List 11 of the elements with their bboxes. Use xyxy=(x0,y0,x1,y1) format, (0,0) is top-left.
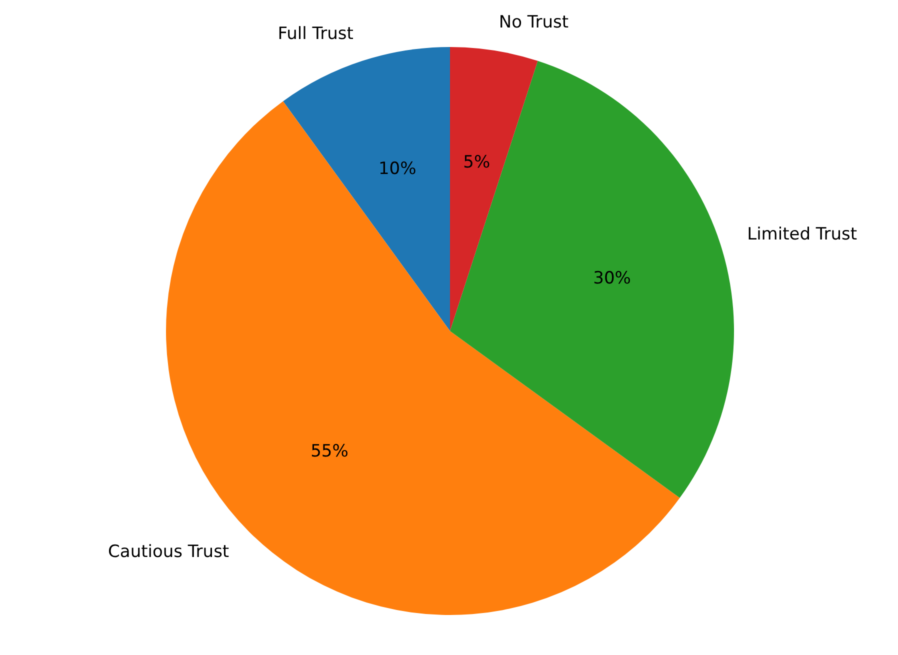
slice-label: No Trust xyxy=(498,12,569,32)
slice-label: Limited Trust xyxy=(747,224,858,244)
pie-slice xyxy=(283,47,450,331)
data-label: 55% xyxy=(310,441,348,462)
pie-slice xyxy=(450,47,538,331)
slice-label: Full Trust xyxy=(278,24,354,44)
data-label: 10% xyxy=(378,158,416,179)
slice-label: Cautious Trust xyxy=(108,542,230,562)
pie-slice xyxy=(450,60,734,498)
data-label: 30% xyxy=(593,268,631,288)
data-label: 5% xyxy=(463,152,490,173)
